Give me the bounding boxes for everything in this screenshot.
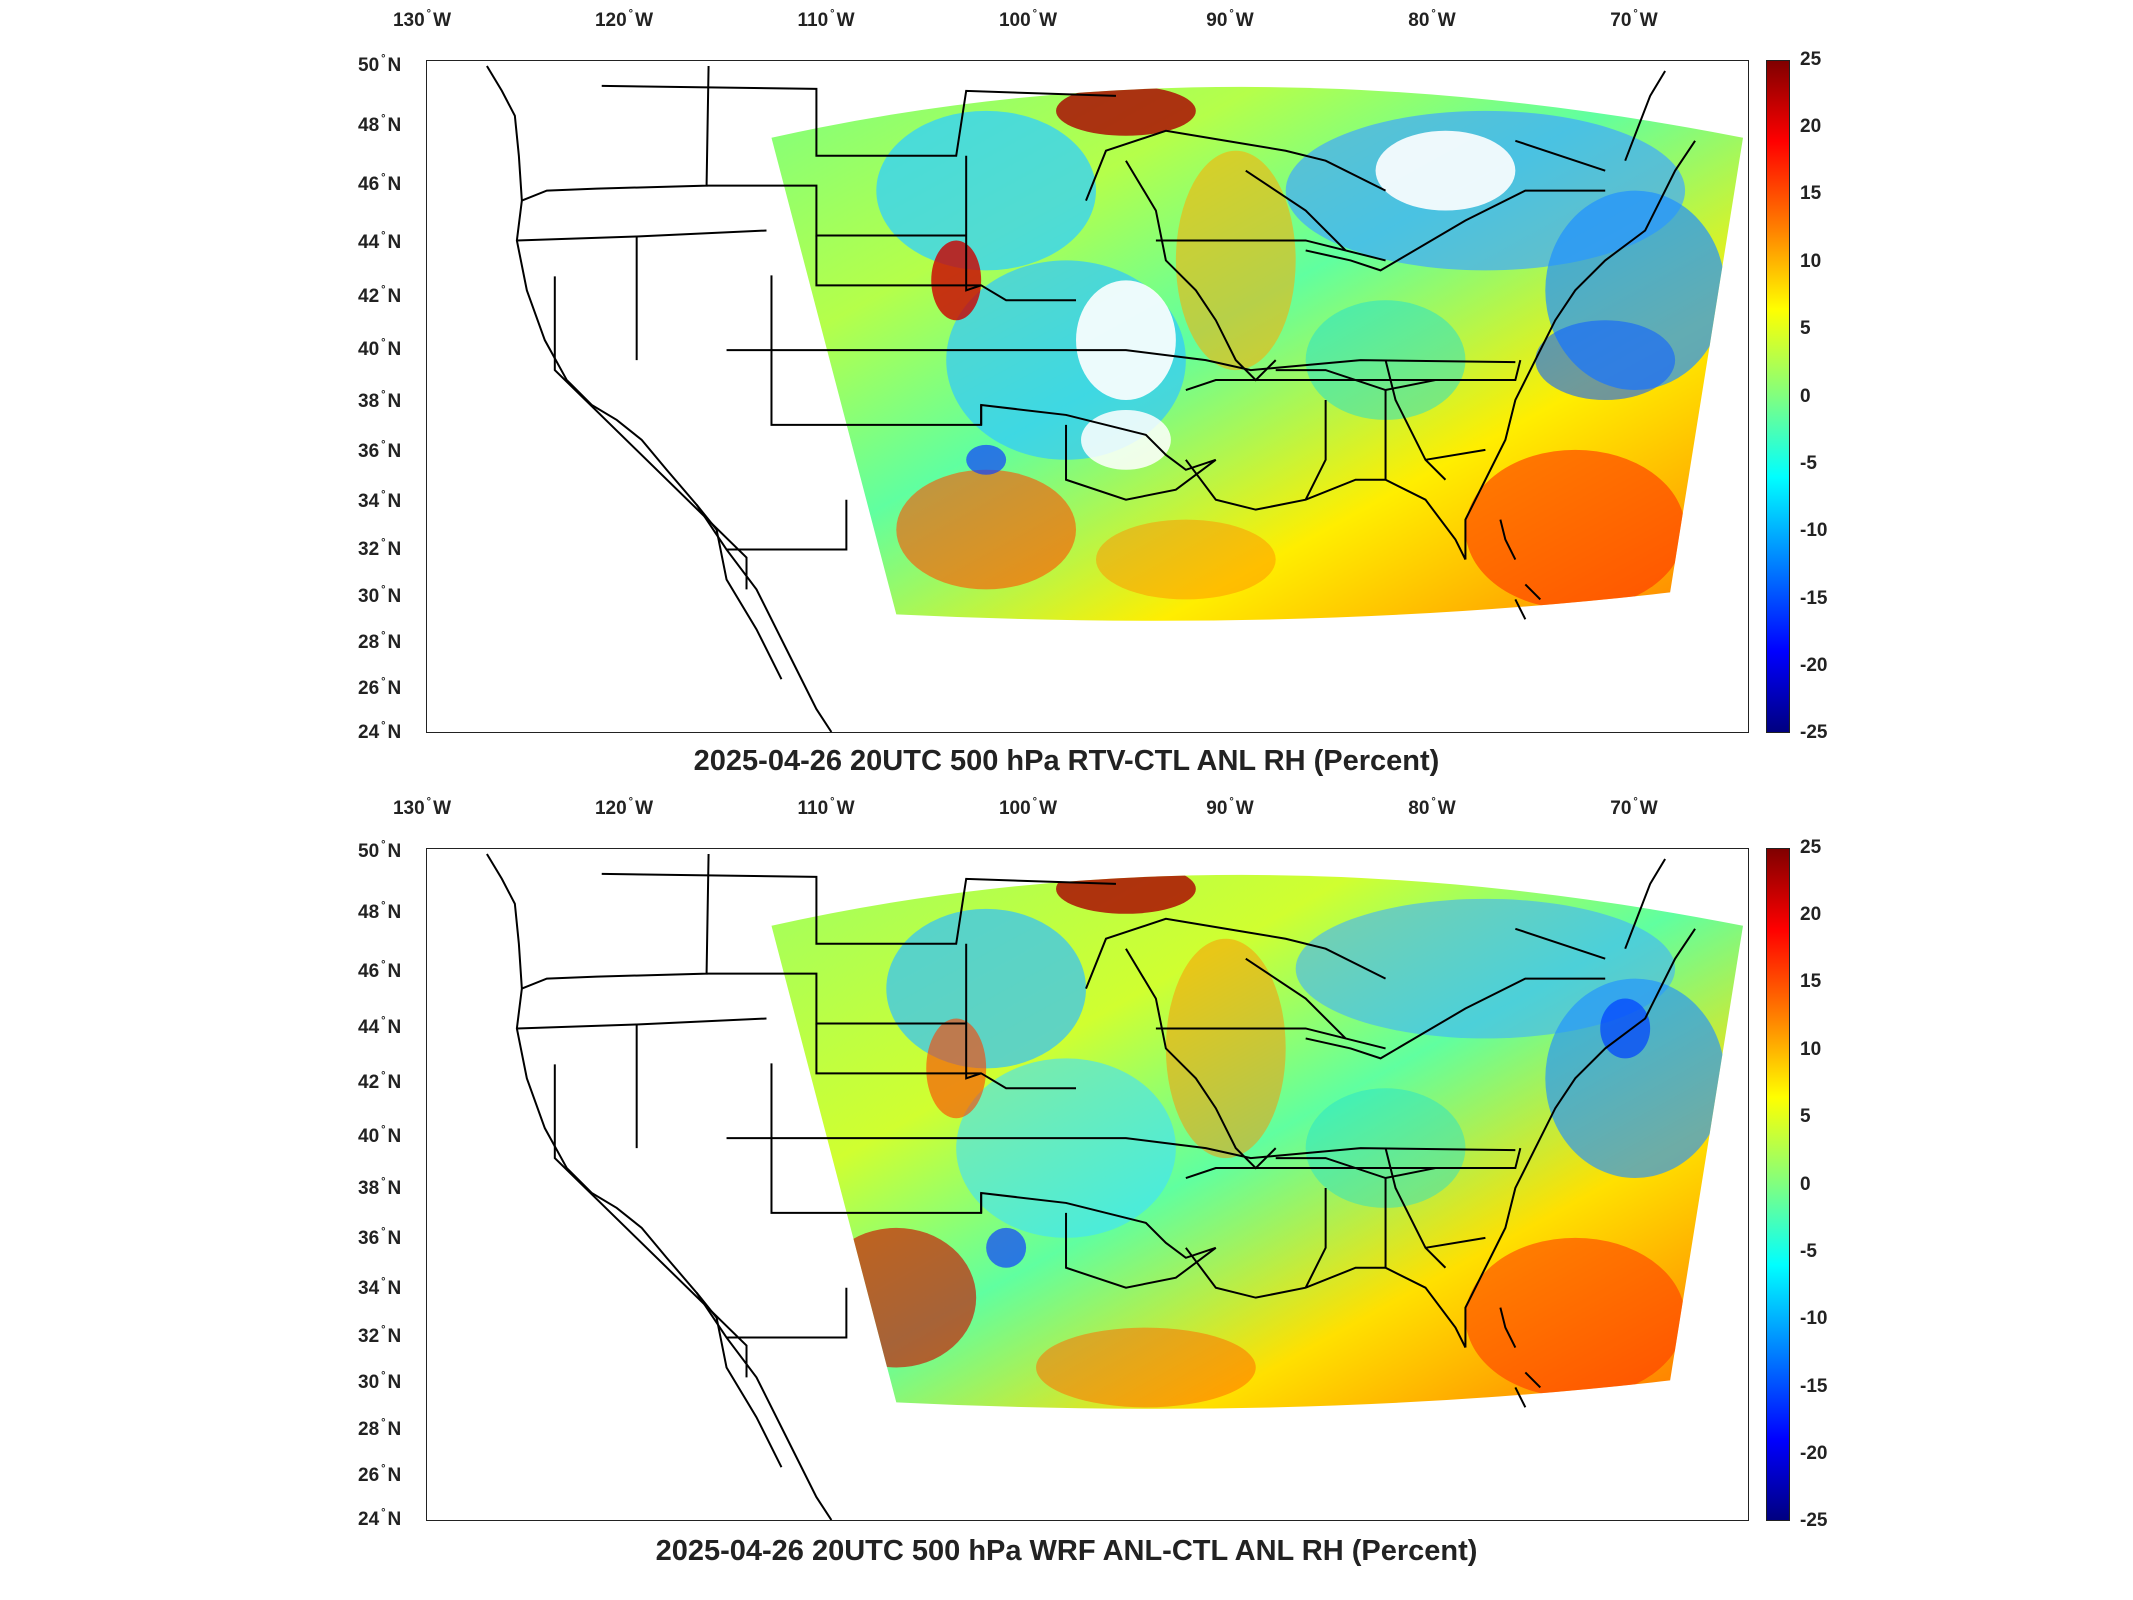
x-tick-110w: 110 ° W <box>797 796 855 819</box>
x-tick-100w: 100 ° W <box>998 8 1058 31</box>
y-tick-40n: 40 ° N <box>358 337 402 360</box>
colorbar-tick: 15 <box>1800 971 1822 992</box>
coastlines-borders <box>486 65 1696 732</box>
y-tick-42n: 42 ° N <box>358 1070 402 1093</box>
y-tick-24n: 24 ° N <box>358 1507 402 1530</box>
colorbar-tick: -25 <box>1800 1510 1828 1531</box>
y-tick-50n: 50 ° N <box>358 53 402 76</box>
colorbar-tick: 10 <box>1800 251 1822 272</box>
x-tick-70w: 70 ° W <box>1610 796 1658 819</box>
colorbar-tick: -25 <box>1800 722 1828 743</box>
y-tick-46n: 46 ° N <box>358 959 402 982</box>
panel-title: 2025-04-26 20UTC 500 hPa WRF ANL-CTL ANL… <box>655 1535 1478 1567</box>
panel-title: 2025-04-26 20UTC 500 hPa RTV-CTL ANL RH … <box>693 745 1440 777</box>
colorbar-tick: 25 <box>1800 837 1822 858</box>
y-tick-28n: 28 ° N <box>358 1417 402 1440</box>
map-plot-area <box>426 60 1749 733</box>
x-tick-90w: 90 ° W <box>1206 8 1254 31</box>
y-tick-30n: 30 ° N <box>358 584 402 607</box>
y-tick-34n: 34 ° N <box>358 489 402 512</box>
colorbar-tick: -15 <box>1800 588 1828 609</box>
x-tick-80w: 80 ° W <box>1408 8 1456 31</box>
x-tick-80w: 80 ° W <box>1408 796 1456 819</box>
colorbar-tick: -5 <box>1800 453 1817 474</box>
x-tick-70w: 70 ° W <box>1610 8 1658 31</box>
y-tick-32n: 32 ° N <box>358 537 402 560</box>
y-tick-26n: 26 ° N <box>358 1463 402 1486</box>
map-panel-top: 130 ° W 120 ° W 110 ° W 100 ° W 90 ° W 80 ° W 70 ° W 5… <box>0 0 2133 790</box>
y-tick-48n: 48 ° N <box>358 113 402 136</box>
y-tick-44n: 44 ° N <box>358 1015 402 1038</box>
colorbar <box>1766 848 1790 1521</box>
y-tick-24n: 24 ° N <box>358 720 402 743</box>
x-tick-120w: 120 ° W <box>594 796 654 819</box>
y-tick-36n: 36 ° N <box>358 439 402 462</box>
y-tick-26n: 26 ° N <box>358 676 402 699</box>
y-tick-50n: 50 ° N <box>358 839 402 862</box>
coastlines-borders <box>486 853 1696 1520</box>
y-tick-48n: 48 ° N <box>358 900 402 923</box>
colorbar-tick: -20 <box>1800 1443 1828 1464</box>
y-tick-32n: 32 ° N <box>358 1324 402 1347</box>
y-tick-28n: 28 ° N <box>358 630 402 653</box>
x-tick-130w: 130 ° W <box>392 796 452 819</box>
colorbar-tick: 5 <box>1800 318 1811 339</box>
y-tick-38n: 38 ° N <box>358 1176 402 1199</box>
anomaly-blobs <box>876 86 1726 610</box>
colorbar-tick: 10 <box>1800 1039 1822 1060</box>
y-tick-34n: 34 ° N <box>358 1276 402 1299</box>
colorbar-tick: 0 <box>1800 1174 1811 1195</box>
x-tick-90w: 90 ° W <box>1206 796 1254 819</box>
colorbar-tick: -20 <box>1800 655 1828 676</box>
colorbar-tick: 25 <box>1800 49 1822 70</box>
rh-difference-map <box>486 853 1744 1520</box>
x-tick-100w: 100 ° W <box>998 796 1058 819</box>
colorbar-tick: 0 <box>1800 386 1811 407</box>
map-panel-bottom: 130 ° W 120 ° W 110 ° W 100 ° W 90 ° W 80 ° W 70 ° W 5… <box>0 790 2133 1600</box>
y-tick-40n: 40 ° N <box>358 1124 402 1147</box>
colorbar-tick: 20 <box>1800 116 1822 137</box>
y-tick-36n: 36 ° N <box>358 1226 402 1249</box>
colorbar-tick: -10 <box>1800 1308 1828 1329</box>
colorbar-tick: -5 <box>1800 1241 1817 1262</box>
map-plot-area <box>426 848 1749 1521</box>
colorbar <box>1766 60 1790 733</box>
x-tick-110w: 110 ° W <box>797 8 855 31</box>
colorbar-tick: 15 <box>1800 183 1822 204</box>
y-tick-46n: 46 ° N <box>358 172 402 195</box>
colorbar-tick: -15 <box>1800 1376 1828 1397</box>
y-tick-44n: 44 ° N <box>358 230 402 253</box>
y-tick-38n: 38 ° N <box>358 389 402 412</box>
anomaly-blobs <box>816 874 1726 1408</box>
x-tick-130w: 130 ° W <box>392 8 452 31</box>
colorbar-tick: -10 <box>1800 520 1828 541</box>
colorbar-tick: 20 <box>1800 904 1822 925</box>
colorbar-tick: 5 <box>1800 1106 1811 1127</box>
y-tick-30n: 30 ° N <box>358 1370 402 1393</box>
y-tick-42n: 42 ° N <box>358 284 402 307</box>
x-tick-120w: 120 ° W <box>594 8 654 31</box>
rh-difference-map <box>486 65 1744 732</box>
